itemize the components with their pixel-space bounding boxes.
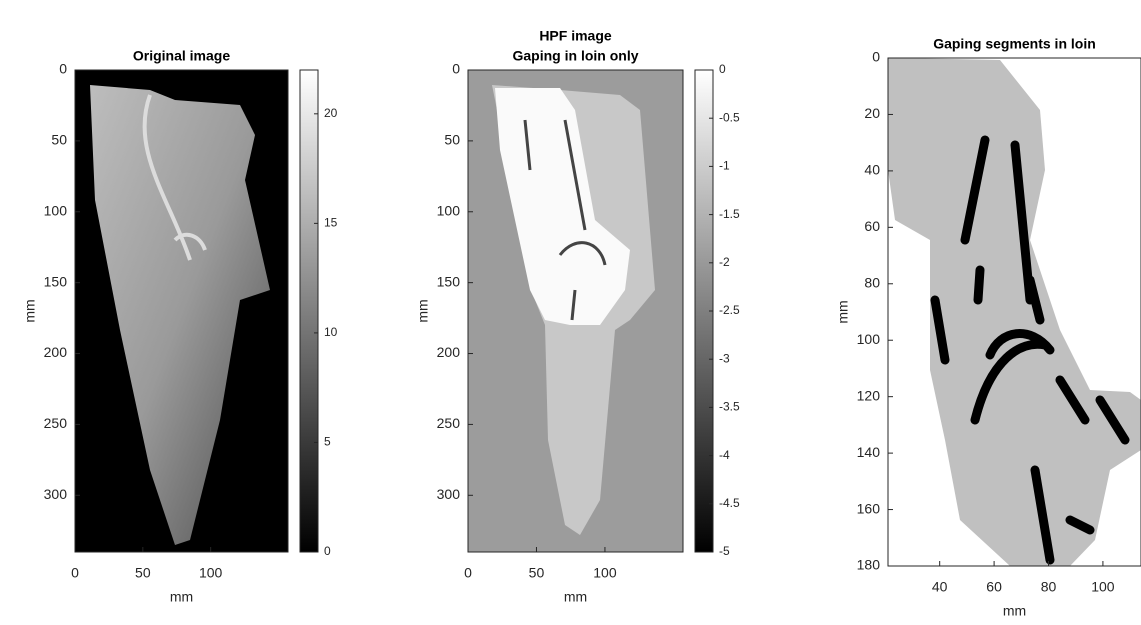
y-axis-label: mm xyxy=(22,299,38,322)
y-tick-label: 80 xyxy=(864,274,880,290)
x-tick-label: 40 xyxy=(932,579,948,595)
y-tick-label: 180 xyxy=(857,557,881,573)
x-axis-label: mm xyxy=(170,589,193,605)
x-tick-label: 0 xyxy=(71,565,79,581)
y-tick-label: 150 xyxy=(44,273,68,289)
colorbar-tick-label: -5 xyxy=(719,544,730,558)
y-tick-label: 140 xyxy=(857,444,881,460)
colorbar-tick-label: -1 xyxy=(719,159,730,173)
y-axis-label: mm xyxy=(835,300,851,323)
y-tick-label: 60 xyxy=(864,218,880,234)
y-tick-label: 100 xyxy=(437,202,461,218)
y-tick-label: 250 xyxy=(44,415,68,431)
colorbar-tick-label: 15 xyxy=(324,216,338,230)
chart-title: HPF image xyxy=(539,28,612,44)
colorbar-tick-label: 20 xyxy=(324,106,338,120)
y-tick-label: 0 xyxy=(872,49,880,65)
x-tick-label: 80 xyxy=(1041,579,1057,595)
colorbar xyxy=(299,69,319,553)
y-tick-label: 300 xyxy=(437,486,461,502)
colorbar-tick-label: -3.5 xyxy=(719,400,740,414)
x-tick-label: 100 xyxy=(1091,579,1115,595)
colorbar-tick-label: -2 xyxy=(719,255,730,269)
chart-title: Gaping in loin only xyxy=(513,48,639,64)
axes-frame xyxy=(467,69,684,553)
y-tick-label: 100 xyxy=(44,202,68,218)
colorbar-tick-label: -4.5 xyxy=(719,496,740,510)
y-tick-label: 120 xyxy=(857,387,881,403)
y-tick-label: 0 xyxy=(59,61,67,77)
y-tick-label: 100 xyxy=(857,331,881,347)
y-tick-label: 200 xyxy=(437,344,461,360)
x-axis-label: mm xyxy=(1003,603,1026,619)
colorbar-tick-label: 10 xyxy=(324,325,338,339)
chart-title: Original image xyxy=(133,48,230,64)
x-tick-label: 100 xyxy=(593,565,617,581)
colorbar-tick-label: 0 xyxy=(719,62,726,76)
colorbar-tick-label: -0.5 xyxy=(719,110,740,124)
x-tick-label: 0 xyxy=(464,565,472,581)
y-tick-label: 0 xyxy=(452,61,460,77)
colorbar-tick-label: -4 xyxy=(719,448,730,462)
axes-frame xyxy=(74,69,289,553)
colorbar-tick-label: 0 xyxy=(324,544,331,558)
x-tick-label: 100 xyxy=(199,565,223,581)
y-tick-label: 250 xyxy=(437,415,461,431)
y-tick-label: 20 xyxy=(864,105,880,121)
image-original xyxy=(75,70,288,552)
y-tick-label: 300 xyxy=(44,486,68,502)
y-axis-label: mm xyxy=(415,299,431,322)
y-tick-label: 50 xyxy=(51,132,67,148)
image-segments xyxy=(888,58,1141,566)
colorbar-tick-label: 5 xyxy=(324,435,331,449)
y-tick-label: 40 xyxy=(864,162,880,178)
x-tick-label: 50 xyxy=(135,565,151,581)
y-tick-label: 50 xyxy=(444,132,460,148)
axes-frame xyxy=(887,57,1141,567)
y-tick-label: 150 xyxy=(437,273,461,289)
x-tick-label: 50 xyxy=(529,565,545,581)
colorbar-tick-label: -3 xyxy=(719,351,730,365)
chart-title: Gaping segments in loin xyxy=(933,36,1096,52)
y-tick-label: 200 xyxy=(44,344,68,360)
x-tick-label: 60 xyxy=(986,579,1002,595)
colorbar-tick-label: -2.5 xyxy=(719,303,740,317)
image-hpf xyxy=(468,70,683,552)
y-tick-label: 160 xyxy=(857,500,881,516)
colorbar-tick-label: -1.5 xyxy=(719,207,740,221)
x-axis-label: mm xyxy=(564,589,587,605)
